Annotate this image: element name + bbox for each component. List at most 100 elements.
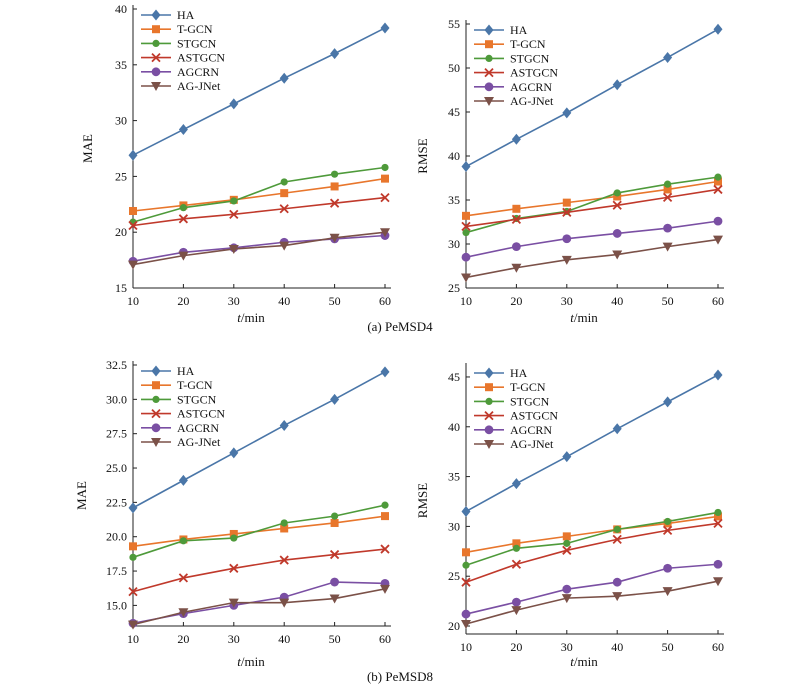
data-point xyxy=(663,51,673,63)
series-line xyxy=(465,180,719,217)
data-point xyxy=(329,594,340,604)
x-tick-label: 50 xyxy=(662,294,674,308)
x-tick-label: 40 xyxy=(278,294,290,308)
x-tick-label: 10 xyxy=(460,294,472,308)
data-point xyxy=(562,198,571,207)
legend-entry-ag-jnet: AG-JNet xyxy=(177,79,221,93)
data-point xyxy=(713,369,723,381)
x-tick-label: 20 xyxy=(510,640,522,654)
series-line xyxy=(465,28,719,168)
data-point xyxy=(380,584,390,594)
legend-marker xyxy=(484,97,494,106)
y-tick-label: 15.0 xyxy=(106,598,127,612)
data-point xyxy=(562,584,572,594)
x-tick-label: 50 xyxy=(662,640,674,654)
x-tick-label: 20 xyxy=(177,632,189,646)
y-tick-label: 32.5 xyxy=(106,358,127,372)
data-point xyxy=(279,598,290,608)
data-point xyxy=(562,234,572,244)
x-tick-label: 40 xyxy=(611,294,623,308)
data-point xyxy=(714,512,722,521)
data-point xyxy=(381,512,389,521)
x-tick-label: 20 xyxy=(510,294,522,308)
y-tick-label: 27.5 xyxy=(106,427,127,441)
y-tick-label: 15 xyxy=(115,281,127,295)
series-line xyxy=(132,581,386,625)
data-point xyxy=(128,260,138,270)
legend-marker xyxy=(151,365,161,377)
series-ag-jnet xyxy=(461,577,723,630)
data-point xyxy=(713,577,723,587)
series-ha xyxy=(128,366,390,514)
data-point xyxy=(462,211,470,220)
x-tick-label: 30 xyxy=(561,640,573,654)
data-point xyxy=(613,189,621,197)
series-agcrn xyxy=(461,216,723,262)
series-line xyxy=(465,176,719,234)
data-point xyxy=(713,518,723,529)
data-point xyxy=(561,594,572,604)
data-point xyxy=(462,548,470,557)
series-line xyxy=(465,374,719,513)
legend-entry-ha: HA xyxy=(510,23,528,37)
y-tick-label: 25 xyxy=(448,281,460,295)
y-tick-label: 20 xyxy=(115,225,127,239)
data-point xyxy=(381,501,389,509)
data-point xyxy=(279,204,289,214)
data-point xyxy=(128,620,138,630)
data-point xyxy=(380,228,390,238)
series-astgcn xyxy=(461,518,723,587)
legend-marker xyxy=(485,397,493,405)
y-axis-label: MAE xyxy=(74,481,89,510)
y-tick-label: 40 xyxy=(448,149,460,163)
legend-entry-t-gcn: T-GCN xyxy=(510,37,546,51)
chart-pems04-rmse: 25 30 35 40 45 50 55 10 20 30 40 50 60 RMSE t/min HAT-G… xyxy=(415,17,724,325)
x-axis-label: t/min xyxy=(237,654,265,669)
legend-entry-astgcn: ASTGCN xyxy=(177,51,225,65)
data-point xyxy=(663,563,672,573)
legend-entry-agcrn: AGCRN xyxy=(177,65,219,79)
y-tick-label: 55 xyxy=(448,17,460,31)
data-point xyxy=(178,124,188,136)
legend-marker xyxy=(484,425,494,435)
y-tick-label: 30 xyxy=(448,519,460,533)
series-t-gcn xyxy=(462,177,722,220)
series-agcrn xyxy=(461,559,723,619)
legend-entry-agcrn: AGCRN xyxy=(510,80,552,94)
series-astgcn xyxy=(461,184,723,232)
data-point xyxy=(461,620,471,630)
series-ha xyxy=(128,22,390,161)
data-point xyxy=(461,609,471,619)
chart-pems08-mae: 15.0 17.5 20.0 22.5 25.0 27.5 30.0 32.5 10 20 30 40… xyxy=(74,358,391,669)
series-line xyxy=(132,166,386,223)
y-tick-label: 30 xyxy=(115,114,127,128)
legend-entry-t-gcn: T-GCN xyxy=(177,378,213,392)
legend-entry-ha: HA xyxy=(177,364,195,378)
data-point xyxy=(280,524,289,533)
legend-marker xyxy=(151,9,161,21)
legend-marker xyxy=(484,410,494,421)
data-point xyxy=(612,200,622,210)
legend-marker xyxy=(485,383,493,392)
data-point xyxy=(178,214,189,224)
series-line xyxy=(465,188,719,228)
data-point xyxy=(462,561,470,569)
legend-entry-t-gcn: T-GCN xyxy=(177,22,213,36)
data-point xyxy=(562,107,572,119)
data-point xyxy=(512,204,521,213)
data-point xyxy=(380,544,390,554)
data-point xyxy=(562,207,572,217)
legend-marker xyxy=(152,381,160,390)
data-point xyxy=(713,216,723,226)
data-point xyxy=(462,228,470,237)
data-point xyxy=(512,242,521,252)
legend-entry-ag-jnet: AG-JNet xyxy=(177,435,221,449)
data-point xyxy=(512,544,521,552)
series-line xyxy=(465,238,719,279)
data-point xyxy=(279,72,289,84)
y-tick-label: 17.5 xyxy=(106,564,127,578)
series-line xyxy=(132,196,386,227)
